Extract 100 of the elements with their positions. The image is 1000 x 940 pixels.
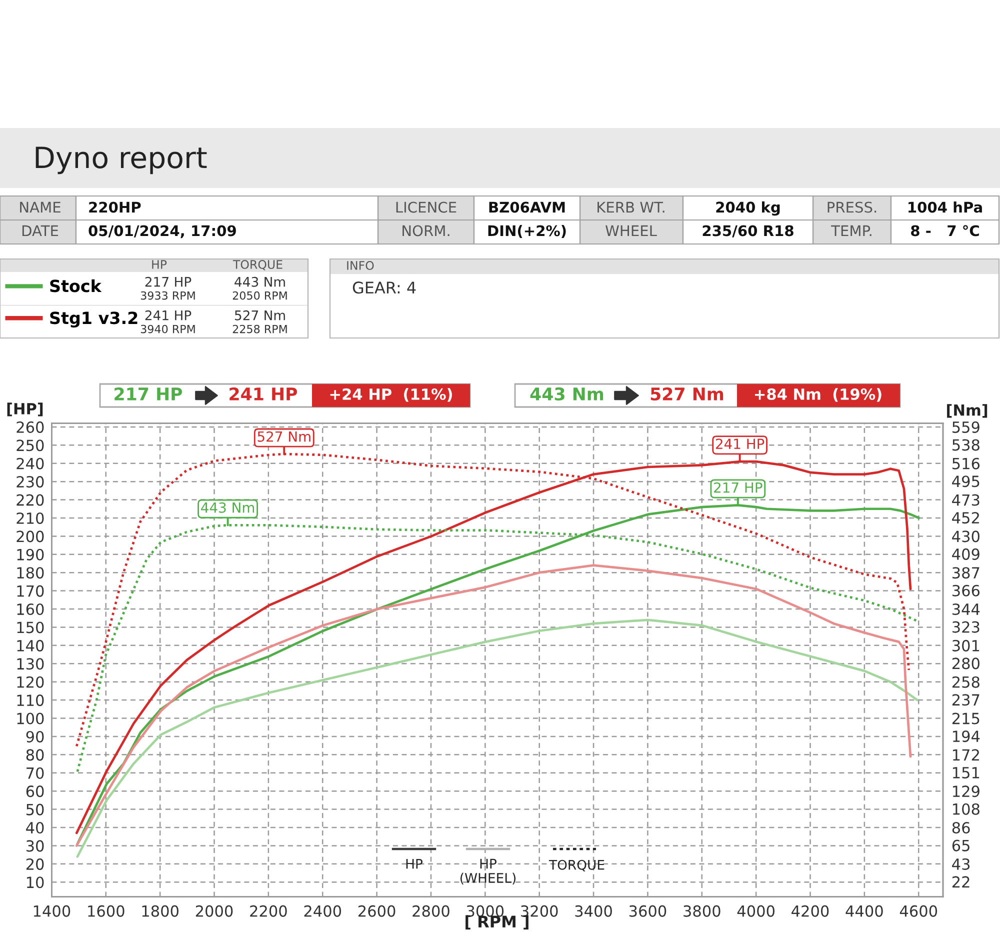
y-axis-title: [HP]	[7, 402, 43, 416]
y2-tick-label: 194	[953, 730, 980, 742]
y-tick-label: 110	[17, 694, 44, 706]
y-tick-label: 240	[16, 458, 44, 470]
text: 235/60 R18	[702, 225, 794, 238]
y-tick-label: 70	[26, 767, 44, 779]
text: 2040 kg	[716, 201, 780, 216]
legend-label: Stock	[50, 279, 102, 292]
y-tick-label: 90	[26, 730, 44, 742]
y-tick-label: 230	[16, 476, 44, 488]
y2-tick-label: 215	[952, 712, 980, 724]
y2-tick-label: 409	[952, 548, 980, 560]
annotation: 527 Nm	[258, 431, 310, 442]
y2-tick-label: 237	[952, 694, 980, 706]
x-tick-label: 4000	[737, 905, 774, 917]
y-tick-label: 10	[26, 876, 44, 888]
x-tick-label: 2400	[304, 905, 342, 917]
y2-tick-label: 366	[952, 584, 980, 596]
chart-title: Dyno report	[36, 146, 207, 174]
y-tick-label: 140	[17, 640, 44, 652]
text: 8 - 7 °C	[911, 225, 979, 236]
y-tick-label: 170	[17, 585, 44, 597]
text: BZ06AVM	[489, 202, 565, 213]
y2-tick-label: 559	[952, 421, 980, 433]
text: 527 Nm	[650, 387, 724, 401]
x-tick-label: 3400	[575, 905, 612, 917]
x-tick-label: 3200	[521, 905, 558, 917]
text: 3933 RPM	[140, 291, 195, 300]
y-tick-label: 160	[17, 603, 44, 616]
y2-tick-label: 323	[952, 621, 980, 633]
x-tick-label: 2200	[250, 905, 287, 917]
y-tick-label: 80	[26, 749, 44, 761]
text: +24 HP (11%)	[330, 388, 452, 402]
text: 217 HP	[114, 387, 182, 400]
text: HP	[152, 260, 167, 269]
text: PRESS.	[828, 202, 876, 213]
text: LICENCE	[396, 202, 456, 213]
text: 3940 RPM	[140, 324, 195, 334]
text: 241 HP	[145, 310, 192, 320]
x-tick-label: 3000	[466, 905, 504, 917]
x-tick-label: 1400	[34, 905, 70, 917]
text: INFO	[347, 260, 374, 270]
x-tick-label: 4200	[792, 905, 829, 917]
y-tick-label: 260	[16, 421, 44, 433]
text: 1004 hPa	[908, 201, 982, 213]
y2-tick-label: 258	[952, 676, 980, 688]
text: KERB WT.	[598, 202, 664, 213]
text: 443 Nm	[530, 387, 604, 401]
y2-tick-label: 473	[952, 494, 980, 506]
text: NORM.	[402, 225, 450, 236]
y2-tick-label: 172	[953, 749, 979, 760]
x-tick-label: 1600	[88, 905, 124, 917]
text: 05/01/2024, 17:09	[88, 225, 236, 238]
x-tick-label: 2000	[196, 905, 233, 917]
text: 443 Nm	[234, 276, 285, 287]
text: 527 Nm	[234, 310, 285, 320]
y-tick-label: 50	[26, 804, 44, 816]
text: 220HP	[89, 202, 141, 213]
x-tick-label: 4600	[900, 905, 938, 917]
x-tick-label: 3600	[629, 905, 666, 917]
annotation: TORQUE	[548, 860, 604, 872]
annotation: HP (WHEEL)	[460, 858, 516, 885]
text: TEMP.	[831, 225, 872, 236]
text: DIN(+2%)	[488, 224, 566, 238]
y-tick-label: 150	[17, 622, 44, 634]
annotation: 217 HP	[714, 482, 762, 493]
y2-tick-label: 452	[952, 512, 979, 524]
x-tick-label: 4400	[846, 905, 883, 917]
text: NAME	[20, 202, 60, 213]
y-tick-label: 180	[17, 567, 44, 579]
y-tick-label: 190	[17, 548, 44, 560]
y-tick-label: 30	[26, 840, 44, 852]
y-tick-label: 210	[16, 512, 44, 524]
y2-tick-label: 280	[952, 658, 980, 670]
y-tick-label: 200	[16, 530, 44, 542]
y2-tick-label: 129	[953, 786, 980, 798]
y2-axis-title: [Nm]	[947, 404, 988, 418]
text: 217 HP	[145, 276, 192, 287]
x-tick-label: 2600	[358, 905, 396, 917]
y2-tick-label: 301	[952, 640, 980, 652]
y2-tick-label: 430	[952, 530, 980, 542]
text: 2050 RPM	[232, 291, 287, 300]
y2-tick-label: 538	[952, 439, 980, 451]
y-tick-label: 220	[16, 494, 44, 506]
y-tick-label: 40	[26, 822, 44, 834]
x-tick-label: 3800	[684, 905, 720, 917]
annotation: 241 HP	[716, 438, 764, 449]
text: TORQUE	[232, 260, 282, 270]
y-tick-label: 250	[16, 440, 44, 452]
y2-tick-label: 22	[952, 876, 970, 888]
text: GEAR: 4	[352, 282, 416, 294]
y2-tick-label: 65	[952, 840, 970, 852]
y2-tick-label: 495	[952, 476, 980, 488]
y-tick-label: 120	[17, 676, 44, 688]
y-tick-label: 60	[26, 786, 44, 798]
y2-tick-label: 86	[952, 822, 970, 834]
y-tick-label: 130	[17, 658, 44, 670]
text: WHEEL	[606, 225, 657, 236]
text: +84 Nm (19%)	[754, 388, 882, 402]
y-tick-label: 100	[17, 712, 44, 724]
